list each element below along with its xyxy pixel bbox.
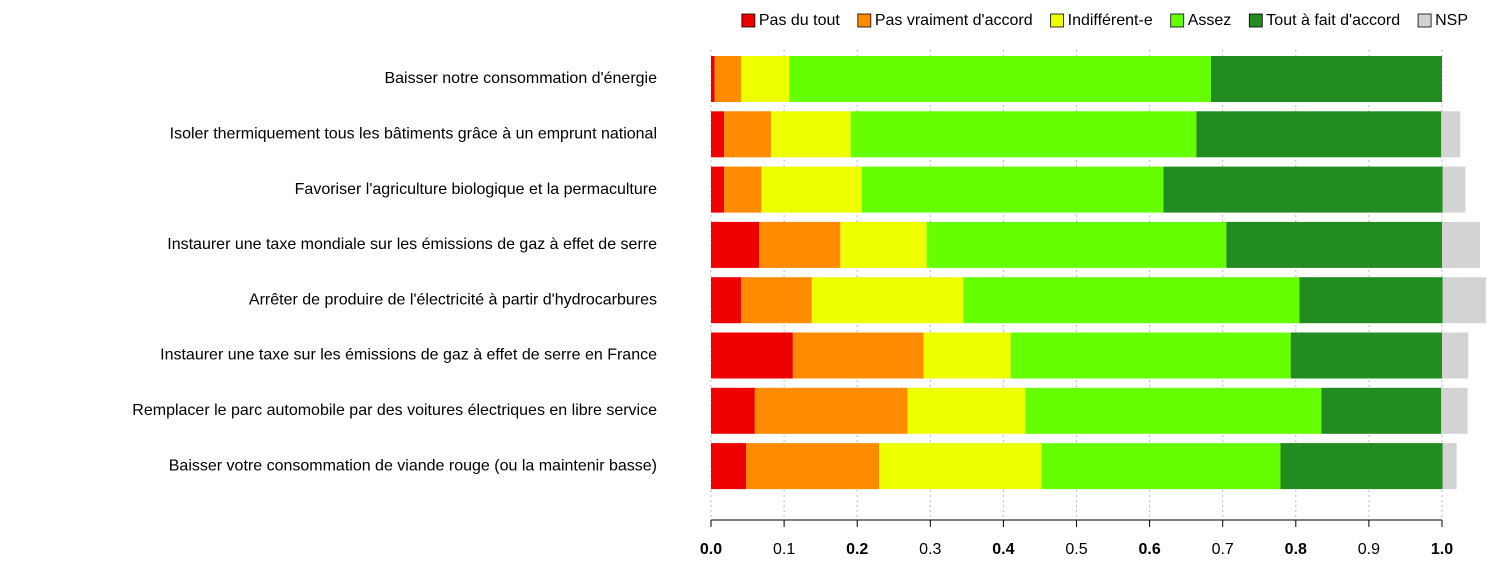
bar-segment [1442, 221, 1481, 268]
y-tick-label: Baisser notre consommation d'énergie [384, 70, 657, 87]
bar-segment [740, 56, 790, 102]
bar-segment [926, 221, 1227, 268]
bar-segment [840, 221, 927, 268]
bar-segment [1442, 277, 1486, 324]
x-tick-label: 0.0 [700, 541, 722, 558]
legend-swatch [741, 13, 756, 28]
bar-segment [1441, 111, 1461, 158]
bar-segment [759, 221, 841, 268]
bar-segment [1442, 443, 1457, 490]
bar-segment [754, 387, 908, 434]
x-tick-label: 0.1 [773, 541, 795, 558]
bar-segment [1441, 387, 1468, 434]
legend-swatch [1050, 13, 1065, 28]
bar-segment [724, 111, 771, 158]
bar-segment [923, 332, 1011, 379]
bar-segment [714, 56, 741, 102]
bar-segment [1226, 221, 1442, 268]
y-tick-label: Favoriser l'agriculture biologique et la… [295, 181, 657, 198]
bar-segment [1010, 332, 1291, 379]
bar-segment [770, 111, 851, 158]
legend-label: Pas vraiment d'accord [875, 12, 1033, 29]
y-tick-label: Isoler thermiquement tous les bâtiments … [170, 126, 657, 143]
bar-segment [789, 56, 1212, 102]
legend-swatch [1248, 13, 1263, 28]
x-tick-label: 0.3 [919, 541, 941, 558]
legend-label: NSP [1435, 12, 1468, 29]
x-tick-label: 0.8 [1285, 541, 1307, 558]
x-tick-label: 0.2 [846, 541, 868, 558]
bar-segment [963, 277, 1300, 324]
legend-swatch [1170, 13, 1185, 28]
bar-segment [1280, 443, 1443, 490]
bar-segment [1196, 111, 1442, 158]
bar-segment [1211, 56, 1442, 102]
x-tick-label: 0.6 [1138, 541, 1160, 558]
legend-label: Assez [1188, 12, 1232, 29]
bar-segment [711, 277, 741, 324]
bar-segment [711, 111, 725, 158]
legend-label: Indifférent-e [1068, 12, 1153, 29]
bar-segment [711, 443, 747, 490]
bar-segment [746, 443, 880, 490]
bar-segment [740, 277, 812, 324]
bar-segment [1442, 166, 1466, 213]
bar-segment [792, 332, 924, 379]
legend-label: Pas du tout [759, 12, 841, 29]
x-tick-label: 0.7 [1212, 541, 1234, 558]
bar-segment [861, 166, 1164, 213]
bar-segment [907, 387, 1026, 434]
legend-swatch [857, 13, 872, 28]
bar-segment [1290, 332, 1442, 379]
y-tick-label: Baisser votre consommation de viande rou… [169, 457, 657, 474]
bar-segment [711, 387, 755, 434]
y-tick-label: Remplacer le parc automobile par des voi… [132, 402, 657, 419]
bar-segment [761, 166, 862, 213]
bar-segment [1442, 332, 1469, 379]
bar-segment [1025, 387, 1322, 434]
bar-segment [879, 443, 1042, 490]
bar-segment [850, 111, 1197, 158]
bar-segment [711, 221, 760, 268]
bars [711, 56, 1486, 490]
bar-segment [1163, 166, 1443, 213]
bar-segment [1321, 387, 1442, 434]
bar-segment [724, 166, 762, 213]
legend-label: Tout à fait d'accord [1266, 12, 1400, 29]
x-tick-label: 0.4 [992, 541, 1014, 558]
bar-segment [811, 277, 964, 324]
x-tick-label: 1.0 [1431, 541, 1453, 558]
bar-segment [711, 166, 725, 213]
y-tick-label: Instaurer une taxe mondiale sur les émis… [167, 236, 657, 253]
bar-segment [711, 332, 793, 379]
x-tick-label: 0.5 [1065, 541, 1087, 558]
bar-segment [1299, 277, 1443, 324]
y-tick-label: Arrêter de produire de l'électricité à p… [249, 291, 657, 308]
x-tick-label: 0.9 [1358, 541, 1380, 558]
bar-segment [711, 56, 715, 102]
bar-segment [1041, 443, 1281, 490]
y-tick-label: Instaurer une taxe sur les émissions de … [160, 347, 657, 364]
legend-swatch [1417, 13, 1432, 28]
